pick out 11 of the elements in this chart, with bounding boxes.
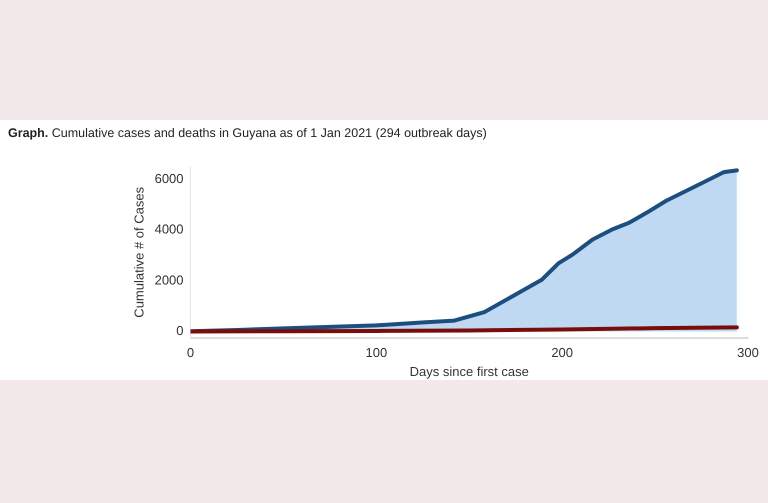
y-axis-title: Cumulative # of Cases: [131, 186, 146, 318]
chart-title: Graph. Cumulative cases and deaths in Guyana as of 1 Jan 2021 (294 outbreak days): [8, 126, 487, 140]
x-tick-label: 0: [186, 345, 194, 360]
y-tick-label: 4000: [154, 222, 184, 237]
y-tick-label: 0: [176, 323, 184, 338]
x-tick-label: 300: [737, 345, 759, 360]
x-tick-label: 200: [551, 345, 574, 360]
y-tick-label: 2000: [154, 272, 184, 288]
y-tick-label: 6000: [154, 171, 184, 186]
x-tick-label: 100: [365, 345, 388, 360]
x-axis-title: Days since first case: [410, 364, 529, 379]
